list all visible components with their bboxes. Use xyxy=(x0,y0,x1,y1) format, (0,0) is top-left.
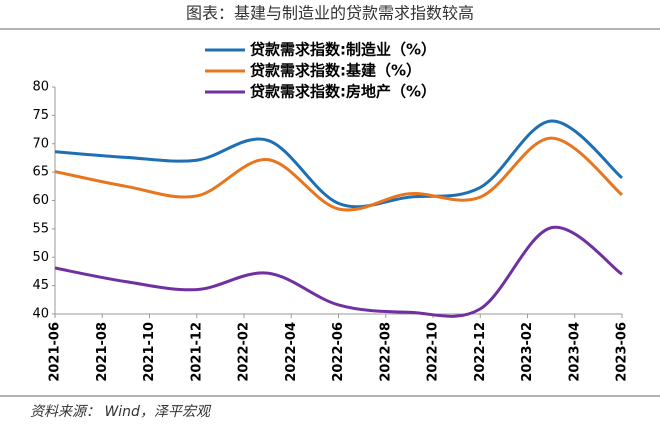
x-tick-label: 2022-12 xyxy=(473,322,488,382)
x-tick-label: 2023-06 xyxy=(615,322,630,382)
series-line xyxy=(54,119,623,209)
legend-label: 贷款需求指数:基建（%） xyxy=(250,62,421,80)
y-tick-label: 40 xyxy=(32,307,49,322)
legend-label: 贷款需求指数:房地产（%） xyxy=(250,83,436,101)
x-tick-label: 2021-10 xyxy=(142,322,157,382)
chart-title: 图表：基建与制造业的贷款需求指数较高 xyxy=(186,4,474,23)
x-tick-label: 2022-06 xyxy=(331,322,346,382)
x-tick-label: 2021-08 xyxy=(95,322,110,382)
x-tick-label: 2022-08 xyxy=(378,322,393,382)
x-tick-label: 2022-04 xyxy=(284,322,299,382)
x-tick-label: 2022-10 xyxy=(426,322,441,382)
x-tick-label: 2023-04 xyxy=(567,322,582,382)
y-tick-label: 75 xyxy=(32,108,49,123)
y-tick-label: 65 xyxy=(32,165,49,180)
y-tick-label: 80 xyxy=(32,80,49,95)
x-tick-label: 2021-06 xyxy=(48,322,63,382)
y-tick-label: 55 xyxy=(32,221,49,236)
y-tick-label: 60 xyxy=(32,193,49,208)
series-line xyxy=(54,225,623,318)
y-tick-label: 70 xyxy=(32,136,49,151)
x-tick-label: 2022-02 xyxy=(237,322,252,382)
y-tick-label: 45 xyxy=(32,278,49,293)
x-tick-label: 2021-12 xyxy=(189,322,204,382)
source-note: 资料来源： Wind，泽平宏观 xyxy=(30,404,212,420)
series-line xyxy=(54,136,623,212)
legend-label: 贷款需求指数:制造业（%） xyxy=(250,41,436,59)
y-tick-label: 50 xyxy=(32,250,49,265)
x-tick-label: 2023-02 xyxy=(520,322,535,382)
